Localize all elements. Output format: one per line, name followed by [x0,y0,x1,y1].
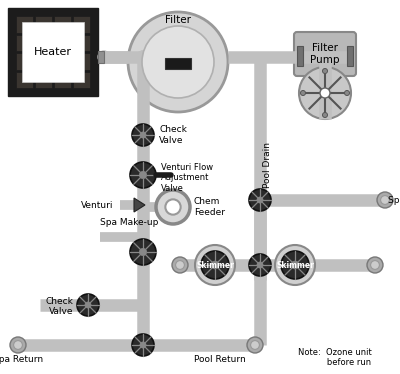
Text: Note:  Ozone unit
           before run: Note: Ozone unit before run [298,348,372,367]
Circle shape [130,162,156,188]
Bar [54,34,71,51]
Text: Skimmer: Skimmer [276,261,314,270]
Bar [73,34,90,51]
Circle shape [137,51,149,63]
Text: Check
Valve: Check Valve [45,297,73,316]
Circle shape [201,251,229,279]
Text: Venturi: Venturi [80,200,113,209]
Bar [347,46,353,66]
Bar [35,16,52,33]
Bar [16,53,33,70]
Bar [54,16,71,33]
Circle shape [257,197,263,203]
Circle shape [132,334,154,356]
Text: Spa Drain: Spa Drain [388,196,400,205]
Bar [297,46,303,66]
Circle shape [211,261,219,269]
Bar [16,71,33,88]
Circle shape [254,259,266,271]
Bar [8,8,98,96]
Circle shape [300,91,306,95]
Circle shape [377,192,393,208]
Circle shape [172,257,188,273]
Circle shape [140,132,146,138]
Circle shape [176,261,184,269]
Circle shape [132,124,154,146]
Text: Filter
Pump: Filter Pump [310,43,340,65]
Text: Check
Valve: Check Valve [159,125,187,145]
Text: Spa Return: Spa Return [0,356,43,365]
Circle shape [320,88,330,98]
Text: Venturi Flow
Adjustment
Valve: Venturi Flow Adjustment Valve [161,163,213,193]
Circle shape [322,113,328,117]
Circle shape [322,68,328,74]
Circle shape [77,294,99,316]
Circle shape [319,51,331,63]
Text: Filter: Filter [165,15,191,25]
Bar [16,16,33,33]
Circle shape [137,201,149,213]
Circle shape [165,199,181,215]
Circle shape [299,67,351,119]
Circle shape [381,196,389,205]
Circle shape [128,12,228,112]
Bar [54,71,71,88]
Polygon shape [134,198,145,212]
Circle shape [195,245,235,285]
Circle shape [14,341,22,349]
Bar [98,51,104,63]
Bar [73,53,90,70]
Bar [73,71,90,88]
Circle shape [142,26,214,98]
Bar [35,53,52,70]
Circle shape [156,190,190,224]
Text: Spa Make-up: Spa Make-up [100,218,158,227]
Circle shape [139,171,147,179]
Circle shape [281,251,309,279]
Bar [16,34,33,51]
Text: Chem
Feeder: Chem Feeder [194,197,225,217]
Bar [35,71,52,88]
Circle shape [367,257,383,273]
Circle shape [137,51,149,63]
Bar [35,34,52,51]
Circle shape [249,254,271,276]
Circle shape [293,51,305,63]
Circle shape [139,248,147,256]
Bar [165,58,191,69]
Circle shape [140,342,146,348]
Circle shape [85,302,91,308]
Circle shape [344,91,350,95]
Bar [73,16,90,33]
Circle shape [249,189,271,211]
Circle shape [98,51,110,63]
Text: Pool Return: Pool Return [194,356,246,365]
Circle shape [10,337,26,353]
Text: Skimmer: Skimmer [196,261,234,270]
Text: Pool Drain: Pool Drain [264,142,272,188]
Circle shape [247,337,263,353]
Circle shape [275,245,315,285]
Bar [22,22,84,82]
Text: Heater: Heater [34,47,72,57]
Circle shape [371,261,379,269]
Circle shape [257,262,263,268]
Circle shape [250,341,259,349]
Circle shape [291,261,299,269]
Bar [54,53,71,70]
FancyBboxPatch shape [294,32,356,76]
Circle shape [130,239,156,265]
